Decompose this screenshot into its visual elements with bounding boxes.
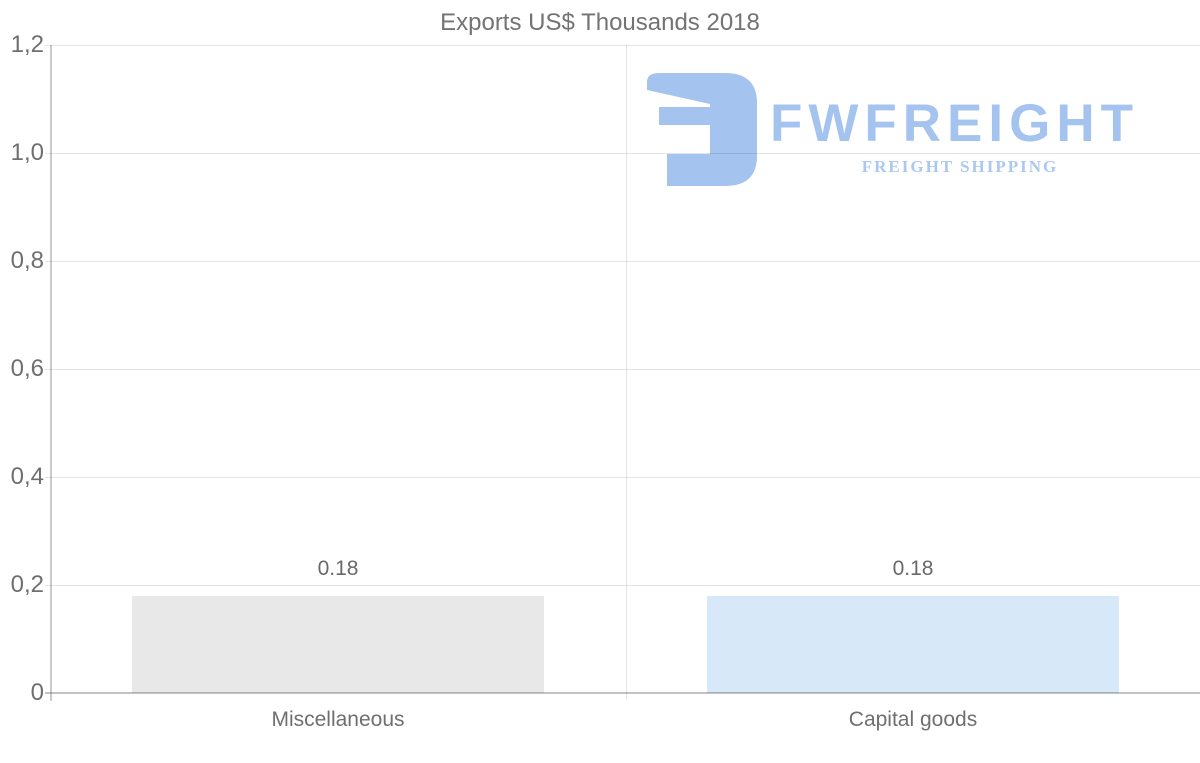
category-divider-gridline (626, 45, 627, 699)
bar-miscellaneous[interactable] (132, 596, 544, 693)
bar-value-label: 0.18 (317, 557, 359, 580)
bar-capital-goods[interactable] (707, 596, 1119, 693)
y-axis-line (50, 45, 52, 701)
fwfreight-logo-icon (647, 73, 757, 186)
y-gridline (45, 369, 1200, 370)
y-gridline (45, 261, 1200, 262)
y-gridline (45, 585, 1200, 586)
chart-title: Exports US$ Thousands 2018 (440, 9, 760, 36)
y-axis-tick-label: 0,8 (10, 247, 44, 274)
x-axis-category-label: Miscellaneous (271, 708, 405, 731)
y-axis-tick-label: 1,0 (10, 139, 44, 166)
x-axis-category-label: Capital goods (848, 708, 978, 731)
x-axis-baseline (45, 692, 1200, 694)
y-gridline (45, 153, 1200, 154)
y-axis-tick-label: 0,6 (10, 355, 44, 382)
y-axis-tick-label: 0 (30, 679, 44, 706)
y-axis-tick-label: 1,2 (10, 31, 44, 58)
y-axis-tick-label: 0,4 (10, 463, 44, 490)
y-gridline (45, 45, 1200, 46)
fwfreight-logo-shape (647, 73, 757, 186)
bar-value-label: 0.18 (892, 557, 934, 580)
y-gridline (45, 477, 1200, 478)
y-axis-tick-label: 0,2 (10, 571, 44, 598)
fwfreight-tagline-text: FREIGHT SHIPPING (861, 157, 1059, 176)
fwfreight-brand-text: FWFREIGHT (770, 94, 1139, 153)
